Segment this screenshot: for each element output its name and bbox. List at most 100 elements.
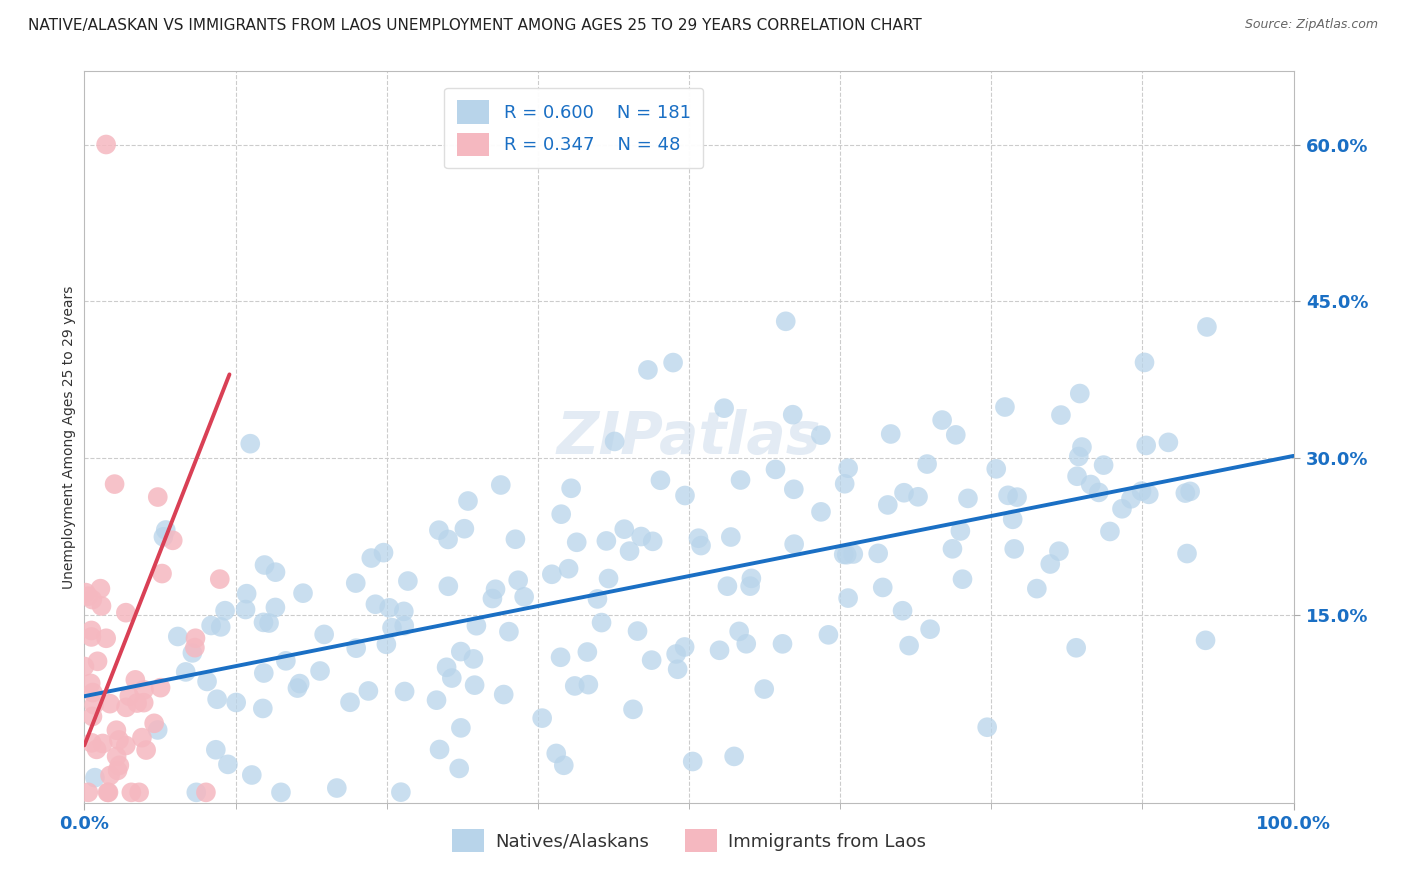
Point — [208, 572, 231, 586]
Point — [723, 749, 745, 764]
Point — [235, 602, 257, 616]
Point — [740, 571, 762, 585]
Point — [665, 647, 688, 661]
Point — [98, 768, 121, 782]
Point — [810, 505, 832, 519]
Point — [832, 548, 855, 562]
Point — [184, 632, 207, 646]
Point — [465, 618, 488, 632]
Point — [1067, 450, 1090, 464]
Point — [309, 664, 332, 678]
Point — [941, 541, 963, 556]
Point — [775, 314, 797, 328]
Point — [360, 551, 382, 566]
Point — [77, 785, 100, 799]
Point — [650, 473, 672, 487]
Point — [713, 401, 735, 416]
Point — [810, 428, 832, 442]
Point — [1087, 485, 1109, 500]
Point — [457, 494, 479, 508]
Point — [952, 572, 974, 586]
Point — [817, 628, 839, 642]
Point — [80, 736, 103, 750]
Point — [128, 785, 150, 799]
Point — [956, 491, 979, 506]
Point — [135, 743, 157, 757]
Point — [392, 604, 415, 618]
Point — [364, 597, 387, 611]
Point — [73, 659, 96, 673]
Point — [1050, 408, 1073, 422]
Point — [292, 586, 315, 600]
Point — [162, 533, 184, 548]
Point — [1133, 355, 1156, 369]
Point — [1066, 469, 1088, 483]
Point — [378, 600, 401, 615]
Point — [997, 488, 1019, 502]
Point — [837, 591, 859, 605]
Point — [1098, 524, 1121, 539]
Point — [200, 618, 222, 632]
Point — [783, 537, 806, 551]
Point — [498, 624, 520, 639]
Point — [1064, 640, 1087, 655]
Point — [396, 574, 419, 588]
Point — [1135, 438, 1157, 452]
Point — [453, 522, 475, 536]
Point — [546, 747, 568, 761]
Point — [868, 546, 890, 560]
Point — [915, 457, 938, 471]
Point — [464, 678, 486, 692]
Point — [666, 662, 689, 676]
Point — [709, 643, 731, 657]
Point — [252, 615, 274, 630]
Point — [143, 716, 166, 731]
Point — [357, 684, 380, 698]
Point — [891, 604, 914, 618]
Point — [240, 768, 263, 782]
Point — [155, 523, 177, 537]
Point — [994, 400, 1017, 414]
Point — [1137, 487, 1160, 501]
Point — [682, 755, 704, 769]
Point — [481, 591, 503, 606]
Point — [257, 615, 280, 630]
Point — [1157, 435, 1180, 450]
Point — [782, 408, 804, 422]
Point — [94, 137, 117, 152]
Point — [626, 624, 648, 638]
Point — [450, 644, 472, 658]
Point — [595, 533, 617, 548]
Point — [662, 355, 685, 369]
Point — [204, 743, 226, 757]
Point — [214, 604, 236, 618]
Y-axis label: Unemployment Among Ages 25 to 29 years: Unemployment Among Ages 25 to 29 years — [62, 285, 76, 589]
Text: NATIVE/ALASKAN VS IMMIGRANTS FROM LAOS UNEMPLOYMENT AMONG AGES 25 TO 29 YEARS CO: NATIVE/ALASKAN VS IMMIGRANTS FROM LAOS U… — [28, 18, 922, 33]
Point — [1002, 541, 1025, 556]
Point — [880, 427, 903, 442]
Point — [115, 700, 138, 714]
Point — [274, 654, 297, 668]
Point — [591, 615, 613, 630]
Point — [640, 653, 662, 667]
Point — [394, 618, 416, 632]
Point — [619, 544, 641, 558]
Point — [381, 621, 404, 635]
Point — [586, 591, 609, 606]
Point — [253, 558, 276, 572]
Point — [195, 674, 218, 689]
Point — [287, 681, 309, 695]
Point — [75, 585, 97, 599]
Point — [598, 572, 620, 586]
Point — [1195, 320, 1218, 334]
Point — [576, 678, 599, 692]
Point — [90, 599, 112, 613]
Point — [1178, 484, 1201, 499]
Point — [560, 481, 582, 495]
Point — [132, 682, 155, 697]
Point — [108, 733, 131, 747]
Point — [688, 531, 710, 545]
Point — [82, 592, 104, 607]
Point — [264, 565, 287, 579]
Legend: Natives/Alaskans, Immigrants from Laos: Natives/Alaskans, Immigrants from Laos — [444, 822, 934, 860]
